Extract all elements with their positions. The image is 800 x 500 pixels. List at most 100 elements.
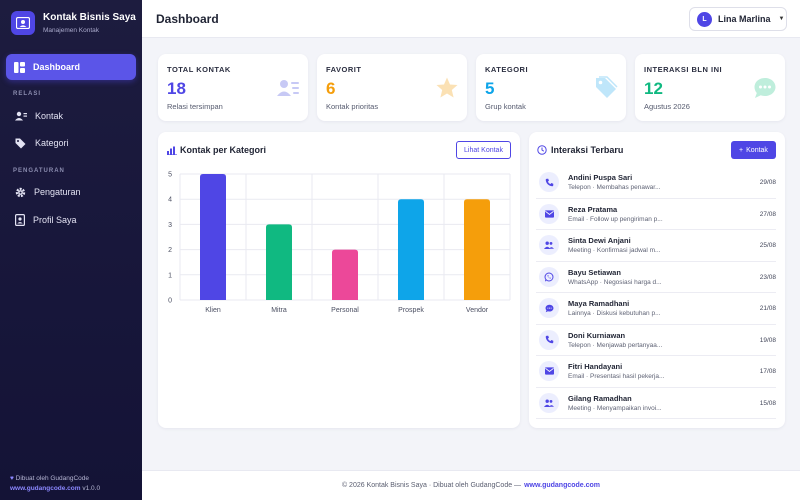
list-item[interactable]: Sinta Dewi Anjani Meeting · Konfirmasi ja…: [536, 230, 776, 262]
meeting-icon: [539, 235, 559, 255]
list-item[interactable]: Andini Puspa Sari Telepon · Membahas pena…: [536, 167, 776, 199]
bar-prospek: [398, 199, 424, 300]
section-pengaturan: PENGATURAN: [13, 168, 65, 174]
whatsapp-icon: [539, 266, 559, 287]
list-item[interactable]: Reza Pratama Email · Follow up pengiriman…: [536, 199, 776, 230]
avatar: L: [697, 11, 712, 27]
chat-icon: [539, 298, 559, 318]
contact-name: Reza Pratama: [568, 204, 618, 214]
contact-name: Gilang Ramadhan: [568, 393, 632, 403]
interactions-title: Interaksi Terbaru: [551, 145, 624, 155]
interaction-date: 15/08: [759, 399, 776, 407]
stat-label: FAVORIT: [326, 65, 362, 74]
y-tick-label: 1: [168, 272, 172, 279]
footer-link[interactable]: www.gudangcode.com: [524, 482, 601, 489]
sidebar-item-label: Pengaturan: [34, 187, 81, 197]
y-tick-label: 5: [168, 172, 172, 179]
list-item[interactable]: Fitri Handayani Email · Presentasi hasil …: [536, 356, 776, 388]
page-footer: © 2026 Kontak Bisnis Saya · Dibuat oleh …: [142, 470, 800, 500]
interactions-list: Andini Puspa Sari Telepon · Membahas pena…: [536, 167, 776, 419]
chart-title: Kontak per Kategori: [180, 145, 267, 155]
interaction-desc: Lainnya · Diskusi kebutuhan p...: [568, 310, 661, 317]
stat-label: KATEGORI: [485, 65, 529, 74]
app-subtitle: Manajemen Kontak: [43, 27, 100, 34]
y-tick-label: 2: [168, 247, 172, 254]
footer-text: © 2026 Kontak Bisnis Saya · Dibuat oleh …: [341, 482, 522, 489]
brand[interactable]: Kontak Bisnis Saya Manajemen Kontak: [11, 11, 136, 35]
interaction-desc: WhatsApp · Negosiasi harga d...: [568, 278, 662, 286]
y-tick-label: 0: [168, 298, 172, 305]
app-version: v1.0.0: [82, 485, 101, 492]
sidebar-footer: ♥ Dibuat oleh GudangCode www.gudangcode.…: [10, 474, 100, 494]
list-item[interactable]: Gilang Ramadhan Meeting · Menyampaikan in…: [536, 388, 776, 419]
user-name: Lina Marlina: [718, 14, 771, 24]
interaction-date: 27/08: [759, 210, 776, 218]
stat-value: 5: [485, 79, 495, 98]
heart-icon: ♥: [10, 475, 14, 482]
bar-klien: [200, 174, 226, 300]
email-icon: [539, 203, 559, 224]
list-item[interactable]: Doni Kurniawan Telepon · Menjawab pertany…: [536, 325, 776, 356]
stat-sub: Relasi tersimpan: [167, 102, 223, 111]
stat-card-interaksi: INTERAKSI BLN INI 12 Agustus 2026: [635, 54, 785, 121]
sidebar-item-kategori[interactable]: Kategori: [6, 131, 136, 155]
view-contacts-button[interactable]: Lihat Kontak: [456, 141, 511, 159]
sidebar-item-label: Dashboard: [33, 62, 81, 72]
contact-card-icon: [11, 11, 35, 35]
sidebar-item-dashboard[interactable]: Dashboard: [6, 54, 136, 80]
interaction-date: 17/08: [759, 368, 776, 375]
dashboard-icon: [14, 61, 25, 73]
stat-sub: Kontak prioritas: [326, 102, 379, 111]
interaction-desc: Meeting · Konfirmasi jadwal m...: [568, 247, 661, 254]
contact-name: Andini Puspa Sari: [568, 173, 633, 182]
list-item[interactable]: Bayu Setiawan WhatsApp · Negosiasi harga …: [536, 262, 776, 293]
contact-name: Bayu Setiawan: [568, 267, 621, 277]
add-contact-button[interactable]: + Kontak: [731, 141, 776, 159]
tags-icon: [15, 138, 26, 148]
contact-name: Fitri Handayani: [568, 362, 623, 371]
interaction-desc: Meeting · Menyampaikan invoi...: [568, 404, 662, 412]
sidebar-item-profil[interactable]: Profil Saya: [6, 208, 136, 232]
stat-value: 18: [167, 79, 186, 98]
plus-icon: +: [739, 146, 744, 154]
interactions-card: Interaksi Terbaru + Kontak Andini Puspa …: [529, 132, 785, 428]
sidebar-item-label: Kategori: [35, 138, 69, 148]
x-tick-label: Personal: [331, 307, 359, 314]
contact-card-icon: [277, 80, 299, 96]
interaction-desc: Email · Follow up pengiriman p...: [568, 215, 663, 223]
x-tick-label: Vendor: [466, 307, 489, 314]
contact-name: Maya Ramadhani: [568, 299, 630, 308]
stat-card-kategori: KATEGORI 5 Grup kontak: [476, 54, 626, 121]
meeting-icon: [539, 392, 559, 413]
footer-link[interactable]: www.gudangcode.com: [10, 485, 81, 492]
sidebar-item-pengaturan[interactable]: Pengaturan: [6, 180, 136, 204]
bar-personal: [332, 249, 358, 300]
app-title: Kontak Bisnis Saya: [43, 12, 136, 23]
interaction-date: 19/08: [759, 336, 776, 344]
contact-name: Sinta Dewi Anjani: [568, 236, 631, 245]
tag-icon: [596, 76, 618, 98]
bar-vendor: [464, 199, 490, 300]
bar-mitra: [266, 224, 292, 300]
sidebar-item-kontak[interactable]: Kontak: [6, 104, 136, 128]
interaction-date: 29/08: [759, 179, 776, 186]
x-tick-label: Klien: [205, 307, 221, 314]
chart-card: Kontak per Kategori Lihat Kontak 0 1 2 3 4 5 K…: [158, 132, 520, 428]
interaction-date: 25/08: [759, 242, 776, 249]
contact-name: Doni Kurniawan: [568, 330, 626, 340]
sidebar: Kontak Bisnis Saya Manajemen Kontak Dash…: [0, 0, 142, 500]
section-relasi: RELASI: [13, 91, 42, 97]
list-item[interactable]: Maya Ramadhani Lainnya · Diskusi kebutuha…: [536, 293, 776, 325]
x-tick-label: Mitra: [271, 307, 287, 314]
id-badge-icon: [15, 214, 25, 226]
gear-icon: [15, 187, 26, 197]
stat-card-favorit: FAVORIT 6 Kontak prioritas: [317, 54, 467, 121]
user-menu-button[interactable]: L Lina Marlina ▼: [689, 7, 787, 31]
bar-chart-icon: [167, 146, 177, 155]
email-icon: [539, 361, 559, 381]
footer-credit: Dibuat oleh GudangCode: [15, 475, 90, 482]
phone-icon: [539, 329, 559, 350]
stat-card-total-kontak: TOTAL KONTAK 18 Relasi tersimpan: [158, 54, 308, 121]
interaction-desc: Telepon · Menjawab pertanyaa...: [568, 341, 663, 349]
y-tick-label: 3: [168, 222, 172, 229]
